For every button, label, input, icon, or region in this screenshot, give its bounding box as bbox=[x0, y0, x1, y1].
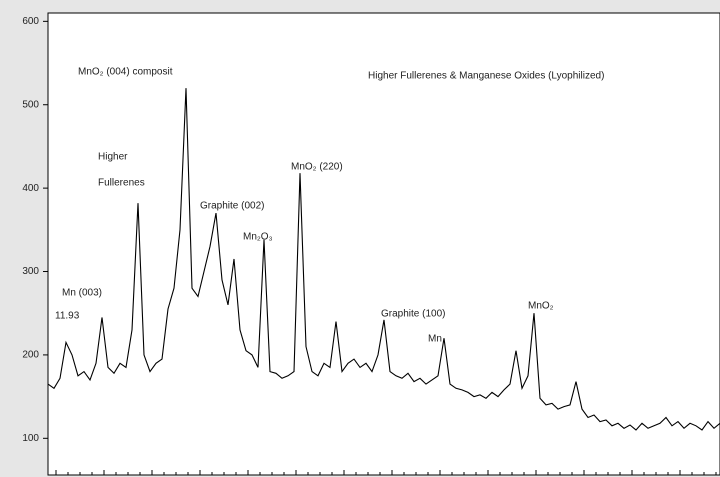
annotation: Fullerenes bbox=[98, 178, 145, 189]
annotation: Mn bbox=[428, 334, 442, 345]
xrd-line bbox=[47, 88, 720, 431]
plot-area bbox=[47, 12, 720, 476]
annotation: Higher Fullerenes & Manganese Oxides (Ly… bbox=[368, 71, 604, 82]
annotation: MnO₂ (220) bbox=[291, 162, 343, 173]
y-tick-label: 500 bbox=[22, 99, 39, 110]
annotation: MnO₂ bbox=[528, 301, 554, 312]
annotation: MnO₂ (004) composit bbox=[78, 67, 173, 78]
y-tick-label: 200 bbox=[22, 350, 39, 361]
y-tick-label: 100 bbox=[22, 433, 39, 444]
annotation: Higher bbox=[98, 152, 128, 163]
annotation: Mn (003) bbox=[62, 288, 102, 299]
annotation: Graphite (100) bbox=[381, 309, 445, 320]
annotation: 11.93 bbox=[55, 311, 80, 322]
y-tick-label: 300 bbox=[22, 266, 39, 277]
y-tick-label: 600 bbox=[22, 16, 39, 27]
y-tick-label: 400 bbox=[22, 183, 39, 194]
annotation: Graphite (002) bbox=[200, 201, 264, 212]
annotation: Mn₂O₃ bbox=[243, 232, 273, 243]
